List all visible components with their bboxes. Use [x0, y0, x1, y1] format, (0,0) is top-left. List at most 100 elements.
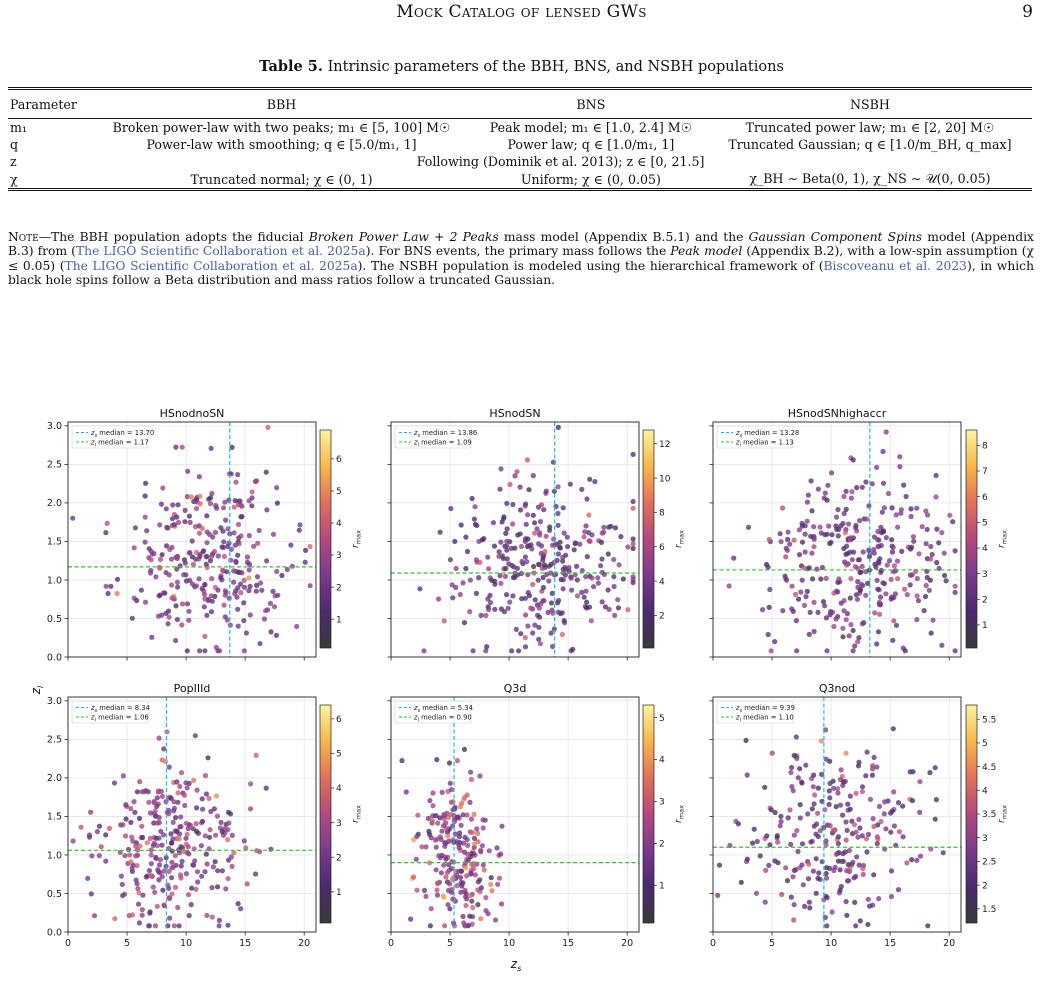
- page-number: 9: [1022, 2, 1033, 22]
- scatter-point: [797, 815, 803, 821]
- scatter-point: [123, 816, 129, 822]
- scatter-point: [864, 749, 870, 755]
- scatter-point: [810, 784, 816, 790]
- colorbar-tick-label: 2: [336, 583, 342, 593]
- scatter-point: [848, 576, 854, 582]
- scatter-point: [540, 598, 546, 604]
- citation-link[interactable]: The LIGO Scientific Collaboration et al.…: [75, 244, 366, 259]
- scatter-point: [201, 604, 207, 610]
- scatter-point: [554, 557, 560, 564]
- scatter-point: [162, 758, 168, 765]
- scatter-point: [486, 848, 492, 854]
- scatter-point: [885, 490, 892, 497]
- scatter-point: [598, 539, 605, 546]
- scatter-point: [468, 871, 474, 877]
- scatter-point: [189, 885, 195, 891]
- scatter-point: [791, 867, 797, 874]
- scatter-point: [599, 556, 605, 562]
- scatter-point: [857, 518, 863, 524]
- scatter-point: [584, 599, 590, 605]
- scatter-point: [843, 750, 849, 756]
- scatter-point: [159, 552, 165, 558]
- scatter-point: [889, 505, 895, 511]
- scatter-point: [159, 842, 165, 848]
- scatter-point: [861, 620, 867, 626]
- scatter-point: [215, 553, 221, 559]
- y-tick-label: 2.0: [47, 773, 62, 784]
- scatter-point: [156, 815, 162, 821]
- scatter-point: [735, 821, 742, 827]
- cell-param: m₁: [10, 120, 27, 135]
- scatter-point: [425, 815, 431, 822]
- scatter-point: [818, 576, 824, 582]
- scatter-point: [232, 542, 238, 548]
- scatter-point: [909, 857, 915, 863]
- scatter-point: [893, 622, 900, 628]
- citation-link[interactable]: Biscoveanu et al. 2023: [823, 258, 968, 273]
- scatter-point: [833, 851, 840, 857]
- x-tick-label: 0: [710, 938, 716, 949]
- scatter-point: [263, 785, 269, 791]
- scatter-point: [175, 799, 181, 805]
- scatter-point: [237, 498, 243, 504]
- scatter-point: [468, 776, 474, 783]
- scatter-point: [505, 605, 511, 611]
- scatter-point: [504, 556, 510, 562]
- scatter-point: [911, 538, 917, 544]
- scatter-point: [106, 825, 113, 832]
- scatter-point: [843, 837, 849, 843]
- scatter-point: [799, 523, 805, 529]
- scatter-point: [235, 901, 241, 907]
- scatter-point: [811, 524, 817, 530]
- scatter-point: [472, 504, 478, 510]
- scatter-point: [924, 526, 930, 533]
- scatter-point: [811, 536, 817, 542]
- scatter-point: [421, 887, 428, 894]
- scatter-point: [173, 815, 179, 821]
- scatter-point: [166, 764, 172, 770]
- scatter-point: [816, 870, 822, 876]
- scatter-point: [479, 537, 485, 543]
- scatter-point: [591, 584, 597, 590]
- scatter-point: [850, 457, 856, 463]
- scatter-point: [827, 795, 833, 801]
- scatter-point: [225, 809, 232, 815]
- scatter-point: [179, 770, 185, 776]
- scatter-point: [263, 469, 269, 475]
- scatter-point: [914, 593, 920, 599]
- scatter-point: [188, 902, 194, 908]
- scatter-point: [856, 816, 862, 823]
- scatter-point: [197, 493, 203, 499]
- colorbar-tick-label: 2: [982, 881, 988, 891]
- legend-box: [71, 425, 149, 449]
- scatter-point: [525, 623, 531, 629]
- scatter-point: [198, 843, 204, 849]
- scatter-point: [522, 538, 528, 545]
- scatter-point: [842, 530, 849, 536]
- scatter-point: [538, 543, 545, 549]
- scatter-point: [898, 507, 905, 513]
- scatter-point: [941, 550, 947, 556]
- scatter-point: [504, 543, 510, 549]
- scatter-point: [253, 588, 259, 594]
- citation-link[interactable]: The LIGO Scientific Collaboration et al.…: [64, 258, 358, 273]
- scatter-point: [574, 593, 581, 599]
- scatter-point: [587, 538, 593, 545]
- scatter-point: [522, 644, 529, 650]
- scatter-point: [874, 641, 880, 647]
- colorbar-label: rmax: [674, 805, 686, 823]
- scatter-point: [494, 845, 500, 851]
- colorbar-tick-label: 5: [336, 750, 342, 760]
- scatter-point: [118, 873, 124, 879]
- scatter-point: [175, 904, 181, 911]
- scatter-point: [453, 565, 459, 572]
- scatter-point: [780, 608, 786, 614]
- scatter-point: [522, 635, 528, 641]
- scatter-point: [136, 920, 142, 926]
- scatter-point: [561, 530, 567, 536]
- scatter-point: [530, 473, 536, 479]
- scatter-point: [146, 923, 153, 929]
- scatter-point: [540, 574, 546, 581]
- y-tick-label: 1.5: [47, 537, 62, 548]
